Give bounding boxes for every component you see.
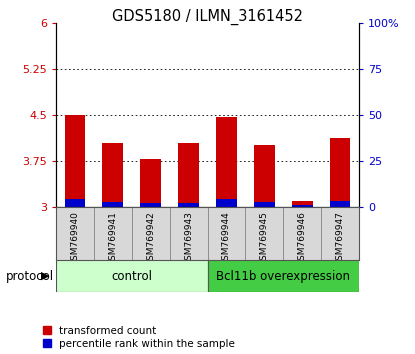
Bar — [245, 207, 283, 260]
Bar — [208, 260, 359, 292]
Bar — [330, 201, 350, 207]
Bar — [140, 204, 161, 207]
Bar — [283, 207, 321, 260]
Bar — [65, 199, 85, 207]
Bar — [140, 159, 161, 207]
Text: GSM769944: GSM769944 — [222, 211, 231, 266]
Bar — [94, 207, 132, 260]
Bar — [292, 201, 312, 207]
Text: GSM769940: GSM769940 — [71, 211, 79, 266]
Bar — [254, 144, 275, 207]
Text: GDS5180 / ILMN_3161452: GDS5180 / ILMN_3161452 — [112, 9, 303, 25]
Bar — [65, 115, 85, 207]
Bar — [330, 138, 350, 207]
Text: GSM769942: GSM769942 — [146, 211, 155, 266]
Bar — [170, 207, 208, 260]
Text: GSM769941: GSM769941 — [108, 211, 117, 266]
Text: control: control — [111, 270, 152, 282]
Text: GSM769943: GSM769943 — [184, 211, 193, 266]
Text: GSM769947: GSM769947 — [336, 211, 344, 266]
Bar — [132, 207, 170, 260]
Text: GSM769945: GSM769945 — [260, 211, 269, 266]
Bar — [216, 199, 237, 207]
Legend: transformed count, percentile rank within the sample: transformed count, percentile rank withi… — [43, 326, 235, 349]
Bar — [208, 207, 245, 260]
Bar — [216, 117, 237, 207]
Bar — [103, 201, 123, 207]
Bar — [321, 207, 359, 260]
Bar — [178, 203, 199, 207]
Text: ▶: ▶ — [41, 271, 49, 281]
Bar — [254, 201, 275, 207]
Bar — [292, 205, 312, 207]
Text: Bcl11b overexpression: Bcl11b overexpression — [216, 270, 350, 282]
Bar — [56, 207, 94, 260]
Bar — [56, 260, 208, 292]
Text: GSM769946: GSM769946 — [298, 211, 307, 266]
Text: protocol: protocol — [6, 270, 54, 282]
Bar — [178, 143, 199, 207]
Bar — [103, 143, 123, 207]
